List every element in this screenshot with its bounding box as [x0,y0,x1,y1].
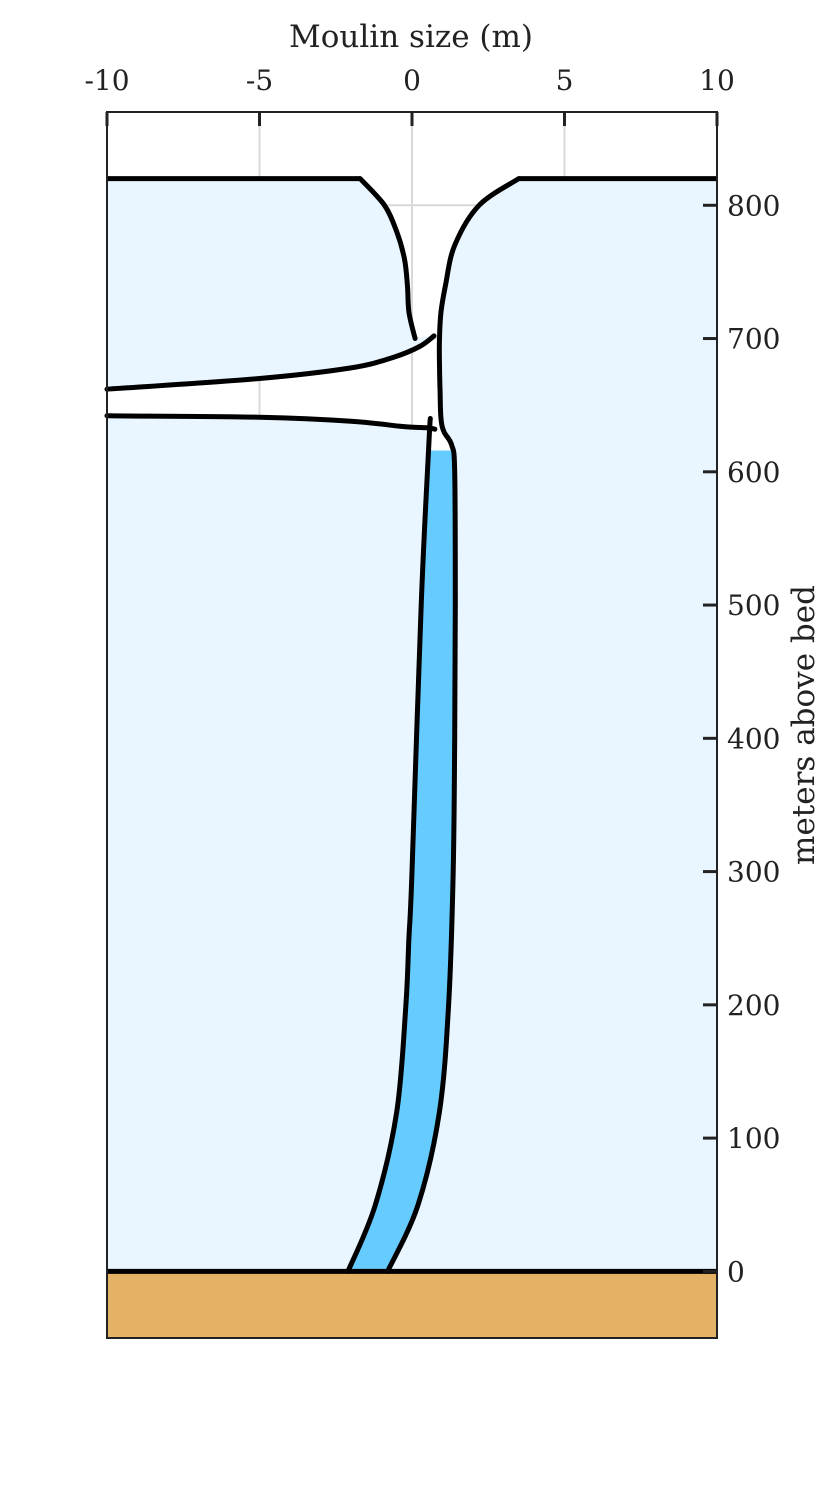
y-tick-label: 100 [727,1122,780,1155]
y-axis-title: meters above bed [786,585,822,865]
x-tick-label: 0 [403,64,421,97]
moulin-left-wall-lower [345,416,433,1274]
y-axis-ticks: 0 100 200 300 400 500 600 700 800 [703,189,780,1288]
y-tick-label: 500 [727,589,780,622]
y-tick-label: 400 [727,722,780,755]
y-tick-label: 200 [727,989,780,1022]
ice-left [107,178,435,1272]
bedrock [107,1271,717,1338]
crevasse-upper-edge [104,333,437,392]
y-tick-label: 300 [727,856,780,889]
y-tick-label: 600 [727,456,780,489]
x-axis-ticks: -10 -5 0 5 10 [84,64,735,126]
y-tick-label: 700 [727,323,780,356]
moulin-right-wall [385,176,522,1274]
x-tick-label: 10 [699,64,735,97]
x-tick-label: 5 [556,64,574,97]
moulin-left-wall-upper [357,176,418,341]
moulin-walls [104,176,522,1274]
plot-area: -10 -5 0 5 10 0 100 200 300 400 500 600 700 800 [84,64,780,1339]
y-tick-label: 800 [727,189,780,222]
y-tick-label: 0 [727,1255,745,1288]
x-axis-title: Moulin size (m) [289,19,533,55]
ice-right [387,178,717,1272]
x-tick-label: -10 [84,64,129,97]
moulin-water [348,450,456,1272]
x-tick-label: -5 [246,64,273,97]
crevasse-lower-edge [104,413,438,432]
